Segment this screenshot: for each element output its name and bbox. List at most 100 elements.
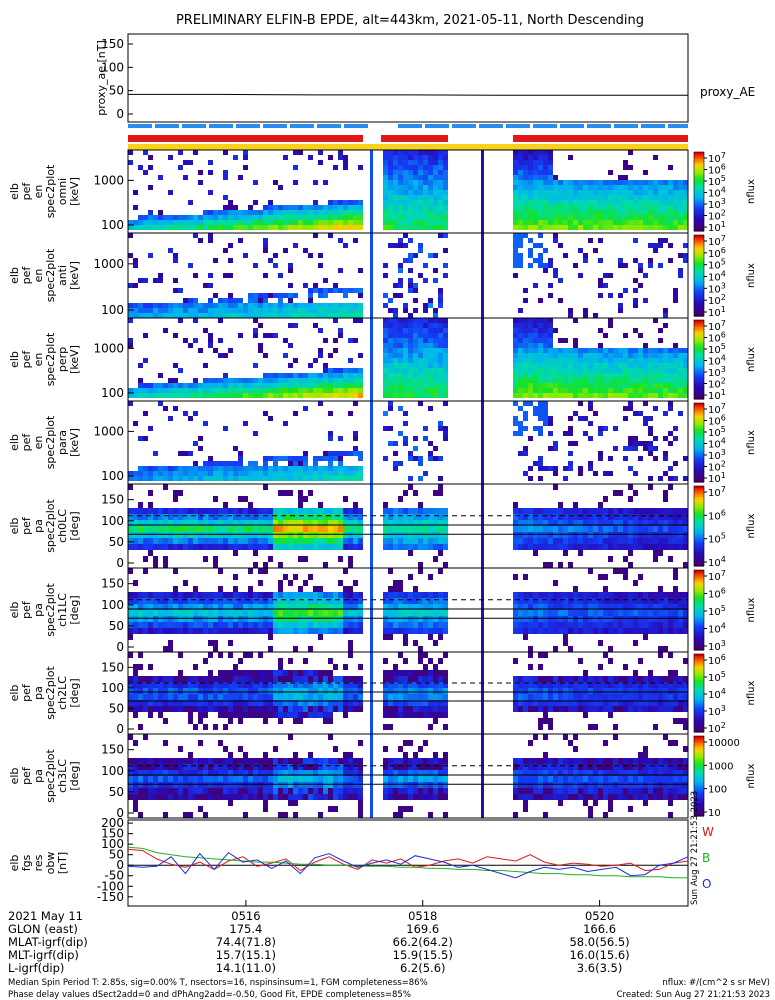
spectrogram-cell — [148, 155, 153, 160]
spectrogram-cell — [138, 220, 143, 225]
spectrogram-cell — [193, 604, 198, 610]
spectrogram-cell — [203, 308, 208, 313]
spectrogram-cell — [623, 456, 628, 461]
spectrogram-cell — [588, 225, 593, 230]
spectrogram-cell — [568, 220, 573, 225]
spectrogram-cell — [153, 520, 158, 526]
spectrogram-cell — [533, 258, 538, 263]
spectrogram-cell — [208, 622, 213, 628]
spectrogram-cell — [648, 476, 653, 481]
spectrogram-cell — [308, 378, 313, 383]
spectrogram-cell — [233, 688, 238, 694]
spectrogram-cell — [168, 610, 173, 616]
spectrogram-cell — [613, 353, 618, 358]
spectrogram-cell — [238, 393, 243, 398]
spectrogram-cell — [208, 233, 213, 238]
spectrogram-cell — [513, 421, 518, 426]
spectrogram-cell — [293, 471, 298, 476]
spectrogram-cell — [298, 592, 303, 598]
spectrogram-cell — [303, 532, 308, 538]
spectrogram-cell — [298, 604, 303, 610]
spectrogram-cell — [248, 293, 253, 298]
spectrogram-cell — [343, 514, 348, 520]
spectrogram-cell — [208, 308, 213, 313]
spectrogram-cell — [398, 461, 403, 466]
spectrogram-cell — [338, 706, 343, 712]
spectrogram-cell — [133, 476, 138, 481]
red-bar-segment — [381, 135, 448, 142]
spectrogram-cell — [208, 378, 213, 383]
spectrogram-cell — [433, 508, 438, 514]
spectrogram-cell — [618, 628, 623, 634]
spectrogram-cell — [153, 598, 158, 604]
spectrogram-cell — [243, 383, 248, 388]
spectrogram-cell — [333, 520, 338, 526]
spectrogram-cell — [663, 393, 668, 398]
spectrogram-cell — [288, 263, 293, 268]
spectrogram-cell — [168, 388, 173, 393]
blue-bar-segment — [344, 124, 368, 128]
spectrogram-cell — [663, 388, 668, 393]
spectrogram-cell — [648, 610, 653, 616]
spectrogram-cell — [163, 220, 168, 225]
spectrogram-cell — [153, 622, 158, 628]
spectrogram-cell — [323, 610, 328, 616]
spectrogram-cell — [443, 358, 448, 363]
spectrogram-cell — [418, 368, 423, 373]
spectrogram-cell — [188, 514, 193, 520]
spectrogram-cell — [343, 586, 348, 592]
spectrogram-cell — [388, 538, 393, 544]
spectrogram-cell — [558, 225, 563, 230]
spectrogram-cell — [303, 598, 308, 604]
spectrogram-cell — [388, 318, 393, 323]
colorbar-cell — [694, 357, 704, 361]
spectrogram-cell — [188, 220, 193, 225]
spectrogram-cell — [523, 401, 528, 406]
spectrogram-cell — [358, 215, 363, 220]
spectrogram-cell — [228, 604, 233, 610]
spectrogram-cell — [618, 373, 623, 378]
spectrogram-cell — [593, 215, 598, 220]
spectrogram-cell — [208, 160, 213, 165]
spectrogram-cell — [428, 175, 433, 180]
spectrogram-cell — [358, 476, 363, 481]
colorbar-cell — [694, 543, 704, 547]
spectrogram-cell — [443, 604, 448, 610]
spectrogram-cell — [663, 195, 668, 200]
spectrogram-cell — [153, 393, 158, 398]
spectrogram-cell — [308, 676, 313, 682]
spectrogram-cell — [298, 502, 303, 508]
spectrogram-cell — [268, 682, 273, 688]
spectrogram-cell — [198, 238, 203, 243]
blue-bar-segment — [155, 124, 179, 128]
spectrogram-cell — [338, 205, 343, 210]
spectrogram-cell — [613, 363, 618, 368]
spectrogram-cell — [543, 220, 548, 225]
spectrogram-cell — [553, 368, 558, 373]
spectrogram-cell — [628, 401, 633, 406]
colorbar-cell — [694, 220, 704, 223]
spectrogram-cell — [633, 544, 638, 550]
spectrogram-cell — [673, 592, 678, 598]
spectrogram-cell — [158, 622, 163, 628]
spectrogram-stripe — [370, 484, 373, 568]
spectrogram-cell — [238, 598, 243, 604]
spectrogram-cell — [653, 556, 658, 562]
spectrogram-cell — [563, 544, 568, 550]
spectrogram-cell — [598, 210, 603, 215]
spectrogram-cell — [343, 200, 348, 205]
spectrogram-cell — [543, 622, 548, 628]
spectrogram-cell — [333, 165, 338, 170]
spectrogram-cell — [173, 544, 178, 550]
spectrogram-cell — [273, 215, 278, 220]
spectrogram-cell — [138, 378, 143, 383]
spectrogram-cell — [318, 700, 323, 706]
spectrogram-cell — [338, 676, 343, 682]
spectrogram-cell — [398, 622, 403, 628]
spectrogram-cell — [313, 288, 318, 293]
spectrogram-cell — [633, 298, 638, 303]
spectrogram-cell — [593, 508, 598, 514]
spectrogram-cell — [313, 200, 318, 205]
spectrogram-cell — [393, 185, 398, 190]
spectrogram-cell — [623, 556, 628, 562]
